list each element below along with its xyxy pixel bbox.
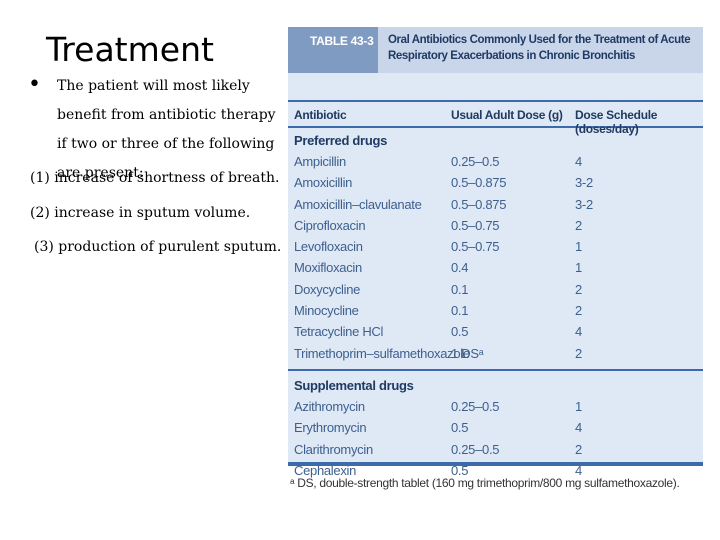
dose-schedule: 1: [575, 398, 582, 414]
drug-name: Cephalexin: [294, 462, 357, 478]
dose-schedule: 2: [575, 281, 582, 297]
dose-schedule: 4: [575, 420, 582, 436]
drug-name: Erythromycin: [294, 420, 367, 436]
table-row: Clarithromycin 0.25–0.5 2: [288, 440, 703, 461]
table-row: Amoxicillin 0.5–0.875 3-2: [288, 173, 703, 194]
table-row: Tetracycline HCl 0.5 4: [288, 322, 703, 343]
usual-dose: 1 DSᵃ: [451, 345, 484, 361]
usual-dose: 0.25–0.5: [451, 441, 500, 457]
drug-name: Moxifloxacin: [294, 260, 362, 276]
section-heading: Supplemental drugs: [294, 377, 414, 393]
condition-3: (3) production of purulent sputum.: [34, 239, 282, 255]
table-row: Azithromycin 0.25–0.5 1: [288, 397, 703, 418]
bullet-text: The patient will most likely benefit fro…: [57, 78, 276, 181]
slide-title: Treatment: [46, 30, 214, 69]
bullet-marker: •: [28, 72, 41, 97]
usual-dose: 0.5: [451, 462, 469, 478]
table-row: Doxycycline 0.1 2: [288, 280, 703, 301]
section-divider: [288, 368, 703, 371]
dose-schedule: 2: [575, 217, 582, 233]
table-row: Levofloxacin 0.5–0.75 1: [288, 237, 703, 258]
usual-dose: 0.25–0.5: [451, 154, 500, 169]
table-footnote: ᵃ DS, double-strength tablet (160 mg tri…: [290, 476, 680, 490]
usual-dose: 0.5–0.75: [451, 217, 500, 233]
dose-schedule: 4: [575, 462, 582, 478]
table-label: TABLE 43-3: [288, 27, 378, 73]
usual-dose: 0.1: [451, 303, 469, 319]
dose-schedule: 4: [575, 154, 582, 169]
dose-schedule: 2: [575, 441, 582, 457]
table-row: Cephalexin 0.5 4: [288, 461, 703, 482]
condition-1: (1) increase of shortness of breath.: [30, 170, 280, 186]
table-title: Oral Antibiotics Commonly Used for the T…: [378, 27, 703, 73]
dose-schedule: 2: [575, 345, 582, 361]
drug-name: Ciprofloxacin: [294, 217, 366, 233]
drug-name: Levofloxacin: [294, 239, 363, 255]
usual-dose: 0.1: [451, 281, 469, 297]
table-row: Minocycline 0.1 2: [288, 301, 703, 322]
drug-name: Azithromycin: [294, 398, 365, 414]
section-heading: Preferred drugs: [294, 133, 388, 148]
table-row: Moxifloxacin 0.4 1: [288, 258, 703, 279]
drug-name: Trimethoprim–sulfamethoxazole: [294, 345, 470, 361]
table-bottom-rule: [288, 462, 703, 466]
table-row: Amoxicillin–clavulanate 0.5–0.875 3-2: [288, 195, 703, 216]
usual-dose: 0.5–0.75: [451, 239, 500, 255]
usual-dose: 0.5: [451, 420, 469, 436]
usual-dose: 0.5–0.875: [451, 175, 507, 191]
column-header-dose: Usual Adult Dose (g): [451, 108, 563, 122]
column-header-antibiotic: Antibiotic: [294, 108, 347, 122]
table-body: Preferred drugs Ampicillin 0.25–0.5 4 Amoxic…: [288, 128, 703, 482]
drug-name: Amoxicillin–clavulanate: [294, 196, 422, 212]
condition-2: (2) increase in sputum volume.: [30, 205, 251, 221]
usual-dose: 0.4: [451, 260, 469, 276]
table-row: Ciprofloxacin 0.5–0.75 2: [288, 216, 703, 237]
drug-name: Amoxicillin: [294, 175, 353, 191]
table-header: TABLE 43-3 Oral Antibiotics Commonly Use…: [288, 27, 703, 73]
drug-name: Minocycline: [294, 303, 359, 319]
table-row: Ampicillin 0.25–0.5 4: [288, 152, 703, 173]
usual-dose: 0.5: [451, 324, 469, 340]
drug-name: Doxycycline: [294, 281, 361, 297]
usual-dose: 0.5–0.875: [451, 196, 507, 212]
drug-name: Ampicillin: [294, 154, 346, 169]
antibiotic-table: TABLE 43-3 Oral Antibiotics Commonly Use…: [288, 27, 703, 478]
dose-schedule: 4: [575, 324, 582, 340]
dose-schedule: 3-2: [575, 175, 593, 191]
drug-name: Tetracycline HCl: [294, 324, 384, 340]
dose-schedule: 1: [575, 239, 582, 255]
dose-schedule: 1: [575, 260, 582, 276]
table-row: Trimethoprim–sulfamethoxazole 1 DSᵃ 2: [288, 344, 703, 365]
column-header-schedule: Dose Schedule (doses/day): [575, 108, 658, 136]
dose-schedule: 3-2: [575, 196, 593, 212]
column-headers: Antibiotic Usual Adult Dose (g) Dose Sch…: [288, 100, 703, 136]
table-row: Erythromycin 0.5 4: [288, 418, 703, 439]
dose-schedule: 2: [575, 303, 582, 319]
usual-dose: 0.25–0.5: [451, 398, 500, 414]
drug-name: Clarithromycin: [294, 441, 373, 457]
